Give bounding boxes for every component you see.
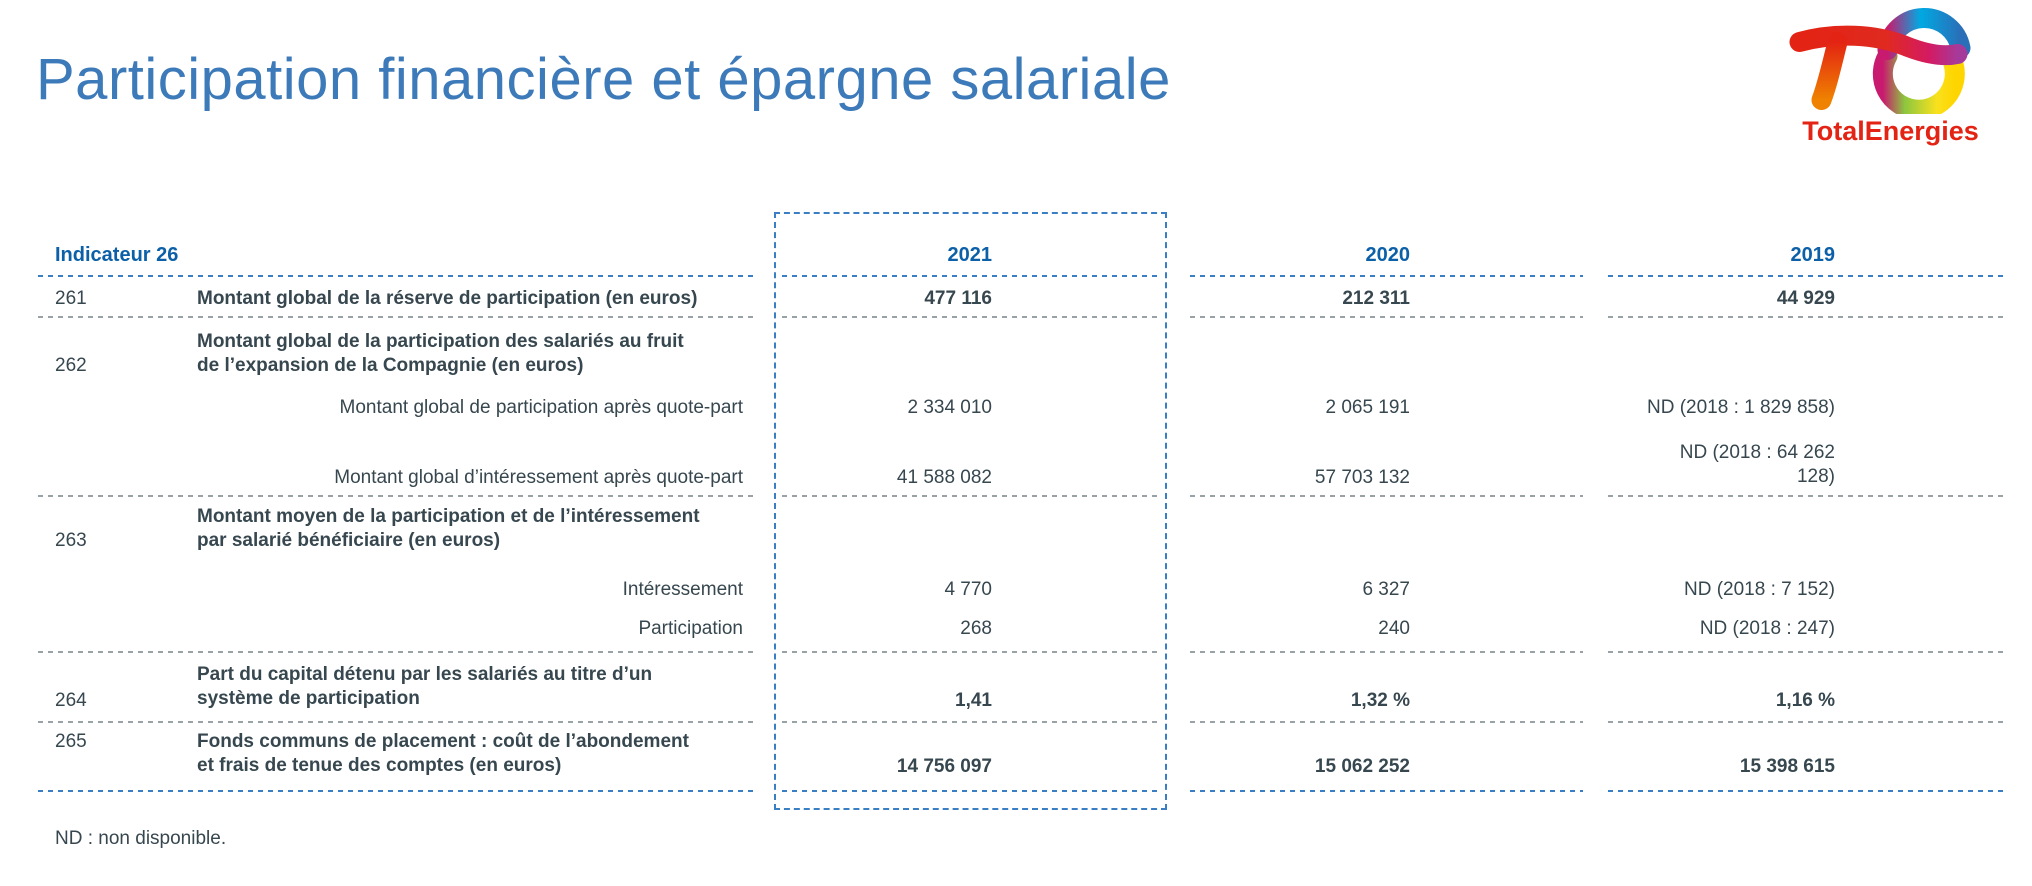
totalenergies-logo-mark (1789, 8, 1971, 114)
subrow-interessement-label: Intéressement (622, 579, 743, 600)
row-separator (782, 316, 1160, 318)
page-title: Participation financière et épargne sala… (36, 47, 1171, 112)
row-separator (782, 721, 1160, 723)
totalenergies-logo: TotalEnergies (1783, 4, 1998, 150)
cell-interessement-quotepart-2021: 41 588 082 (896, 467, 992, 488)
row-separator (1190, 495, 1583, 497)
row-265-label-line1: Fonds communs de placement : coût de l’a… (197, 731, 689, 752)
cell-interessement-quotepart-2019-line2: 128) (1796, 466, 1835, 487)
highlight-box-2021 (774, 212, 1167, 810)
cell-264-2019: 1,16 % (1775, 690, 1835, 711)
cell-265-2021: 14 756 097 (896, 756, 992, 777)
row-262-label-line1: Montant global de la participation des s… (197, 331, 684, 352)
row-264-label-line2: système de participation (197, 688, 420, 709)
cell-interessement-quotepart-2019: ND (2018 : 64 262 128) (1608, 441, 1835, 489)
header-separator (1608, 275, 2005, 277)
row-separator (782, 651, 1160, 653)
cell-261-2020: 212 311 (1342, 288, 1410, 309)
cell-participation-2020: 240 (1378, 618, 1410, 639)
header-separator (782, 275, 1160, 277)
subrow-participation-quotepart-label: Montant global de participation après qu… (339, 397, 743, 418)
table-bottom-separator (1608, 790, 2005, 792)
cell-participation-2019: ND (2018 : 247) (1699, 618, 1835, 639)
cell-interessement-2020: 6 327 (1362, 579, 1410, 600)
row-separator (1190, 721, 1583, 723)
row-separator (1608, 316, 2005, 318)
cell-interessement-quotepart-2020: 57 703 132 (1314, 467, 1410, 488)
table-bottom-separator (782, 790, 1160, 792)
row-263-label-line2: par salarié bénéficiaire (en euros) (197, 530, 501, 551)
row-264-label: Part du capital détenu par les salariés … (197, 663, 743, 711)
cell-261-2021: 477 116 (924, 288, 992, 309)
row-separator (1190, 651, 1583, 653)
row-separator (38, 316, 756, 318)
header-separator (1190, 275, 1583, 277)
row-261-number: 261 (55, 288, 87, 309)
subrow-participation-label: Participation (638, 618, 743, 639)
column-header-2020: 2020 (1365, 244, 1411, 266)
row-separator (1608, 651, 2005, 653)
column-header-indicateur: Indicateur 26 (55, 244, 179, 266)
cell-participation-2021: 268 (960, 618, 992, 639)
row-separator (38, 495, 756, 497)
cell-264-2021: 1,41 (955, 690, 992, 711)
cell-interessement-2021: 4 770 (944, 579, 992, 600)
row-separator (1608, 721, 2005, 723)
row-separator (38, 721, 756, 723)
cell-264-2020: 1,32 % (1350, 690, 1410, 711)
row-263-label-line1: Montant moyen de la participation et de … (197, 506, 700, 527)
cell-261-2019: 44 929 (1776, 288, 1835, 309)
row-265-label-line2: et frais de tenue des comptes (en euros) (197, 755, 562, 776)
row-262-number: 262 (55, 355, 87, 376)
row-265-label: Fonds communs de placement : coût de l’a… (197, 730, 743, 778)
cell-participation-quotepart-2019: ND (2018 : 1 829 858) (1646, 397, 1835, 418)
subrow-interessement-quotepart-label: Montant global d’intéressement après quo… (334, 467, 743, 488)
row-261-label: Montant global de la réserve de particip… (197, 288, 698, 309)
row-264-number: 264 (55, 690, 87, 711)
table-bottom-separator (1190, 790, 1583, 792)
row-263-number: 263 (55, 530, 87, 551)
totalenergies-logo-wordmark: TotalEnergies (1802, 116, 1979, 146)
row-separator (38, 651, 756, 653)
header-separator (38, 275, 756, 277)
column-header-2021: 2021 (947, 244, 993, 266)
row-separator (1190, 316, 1583, 318)
row-265-number: 265 (55, 731, 87, 752)
cell-participation-quotepart-2021: 2 334 010 (907, 397, 992, 418)
table-bottom-separator (38, 790, 756, 792)
row-separator (1608, 495, 2005, 497)
row-263-label: Montant moyen de la participation et de … (197, 505, 743, 553)
cell-265-2020: 15 062 252 (1314, 756, 1410, 777)
row-264-label-line1: Part du capital détenu par les salariés … (197, 664, 653, 685)
cell-interessement-quotepart-2019-line1: ND (2018 : 64 262 (1679, 442, 1835, 463)
row-262-label-line2: de l’expansion de la Compagnie (en euros… (197, 355, 584, 376)
cell-participation-quotepart-2020: 2 065 191 (1325, 397, 1410, 418)
row-separator (782, 495, 1160, 497)
cell-265-2019: 15 398 615 (1739, 756, 1835, 777)
column-header-2019: 2019 (1790, 244, 1836, 266)
footnote: ND : non disponible. (55, 828, 227, 849)
cell-interessement-2019: ND (2018 : 7 152) (1683, 579, 1835, 600)
row-262-label: Montant global de la participation des s… (197, 330, 743, 378)
